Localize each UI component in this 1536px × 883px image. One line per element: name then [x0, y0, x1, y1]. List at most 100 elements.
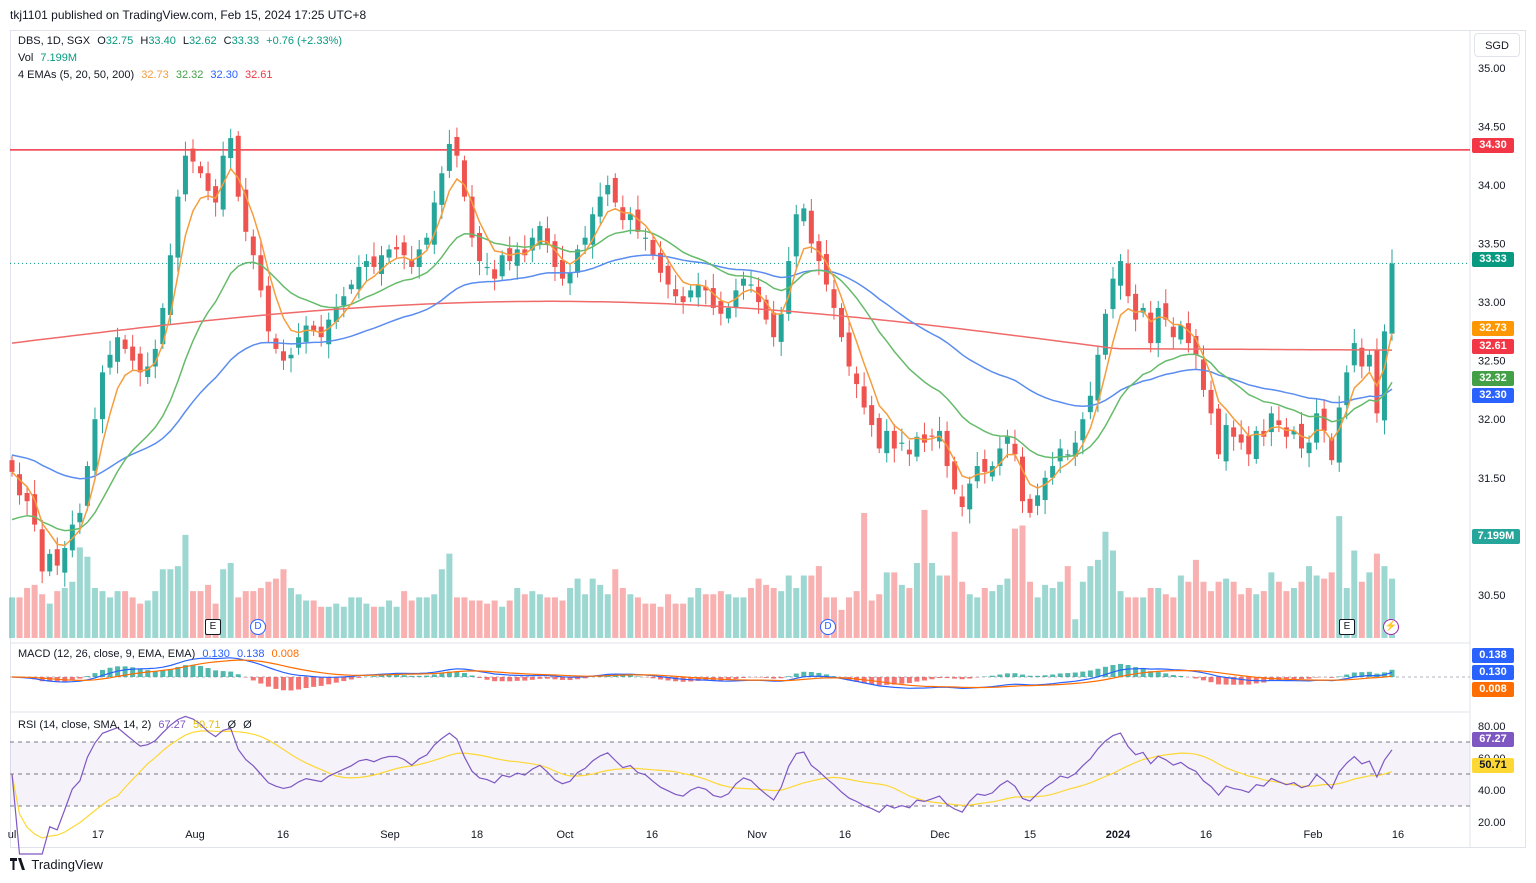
volume-bar	[853, 591, 860, 638]
volume-bar	[582, 594, 589, 638]
candle-body	[47, 553, 53, 572]
currency-button[interactable]: SGD	[1474, 33, 1520, 57]
volume-bar	[250, 591, 257, 638]
macd-histogram-bar	[1050, 674, 1056, 677]
volume-bar	[1358, 581, 1365, 638]
macd-histogram-bar	[1351, 672, 1357, 677]
macd-histogram-bar	[733, 677, 739, 680]
volume-bar	[1223, 578, 1230, 638]
time-axis-label: Nov	[747, 829, 767, 841]
volume-bar	[265, 581, 272, 638]
volume-bar	[823, 597, 830, 638]
candle-body	[499, 255, 505, 277]
volume-bar	[1125, 597, 1132, 638]
candle-body	[740, 278, 746, 286]
candle-body	[379, 255, 385, 274]
rsi-ma-tag: 50.71	[1472, 758, 1514, 773]
volume-bar	[16, 597, 23, 638]
volume-legend[interactable]: Vol 7.199M	[18, 52, 81, 64]
volume-bar	[1117, 591, 1124, 638]
volume-bar	[257, 588, 264, 638]
macd-histogram-bar	[175, 666, 181, 677]
volume-bar	[883, 572, 890, 638]
macd-histogram-bar	[416, 675, 422, 677]
volume-bar	[1185, 581, 1192, 638]
macd-histogram-bar	[303, 677, 309, 689]
candle-body	[326, 319, 332, 345]
volume-bar	[830, 597, 837, 638]
macd-histogram-bar	[740, 677, 746, 678]
volume-bar	[401, 591, 408, 638]
footer-brand: TradingView	[31, 857, 103, 872]
macd-histogram-bar	[1216, 677, 1222, 685]
macd-histogram-bar	[786, 676, 792, 677]
volume-bar	[732, 597, 739, 638]
macd-legend[interactable]: MACD (12, 26, close, 9, EMA, EMA) 0.130 …	[18, 648, 303, 660]
time-axis-label: 16	[277, 829, 289, 841]
candle-body	[1276, 420, 1282, 426]
macd-hist-tag: 0.008	[1472, 682, 1514, 697]
macd-histogram-bar	[386, 675, 392, 677]
rsi-legend[interactable]: RSI (14, close, SMA, 14, 2) 67.27 50.71 …	[18, 719, 256, 731]
dividend-marker[interactable]: D	[820, 619, 836, 635]
candle-body	[831, 289, 837, 308]
candle-body	[876, 418, 882, 449]
rsi-axis-label: 80.00	[1478, 721, 1506, 733]
volume-bar	[431, 594, 438, 638]
candle-body	[1004, 436, 1010, 444]
news-flash-marker[interactable]: ⚡	[1383, 619, 1399, 635]
candle-body	[303, 325, 309, 342]
price-axis-label: 34.50	[1478, 121, 1506, 133]
macd-histogram-bar	[1012, 673, 1018, 677]
volume-tag: 7.199M	[1472, 529, 1520, 544]
time-axis-label: 16	[839, 829, 851, 841]
macd-histogram-bar	[620, 675, 626, 677]
candle-body	[250, 236, 256, 256]
candle-body	[152, 348, 158, 367]
price-axis-label: 33.00	[1478, 297, 1506, 309]
macd-histogram-bar	[1087, 670, 1093, 677]
macd-histogram-bar	[771, 677, 777, 679]
macd-histogram-bar	[1080, 671, 1086, 677]
ema-legend[interactable]: 4 EMAs (5, 20, 50, 200) 32.73 32.32 32.3…	[18, 69, 277, 81]
macd-histogram-bar	[296, 677, 302, 690]
volume-bar	[54, 591, 61, 638]
symbol-legend[interactable]: DBS, 1D, SGX O32.75 H33.40 L32.62 C33.33…	[18, 35, 350, 47]
macd-signal-value: 0.138	[236, 648, 265, 660]
macd-histogram-bar	[1238, 677, 1244, 685]
earnings-marker[interactable]: E	[205, 619, 221, 635]
volume-bar	[1147, 588, 1154, 638]
macd-histogram-bar	[318, 677, 324, 686]
volume-bar	[846, 597, 853, 638]
ema50-value: 32.30	[210, 69, 238, 81]
candle-body	[1065, 454, 1071, 456]
macd-histogram-bar	[959, 677, 965, 680]
macd-histogram-bar	[1004, 673, 1010, 677]
dividend-marker[interactable]: D	[250, 619, 266, 635]
candle-body	[1306, 442, 1312, 454]
volume-bar	[386, 600, 393, 638]
volume-bar	[1042, 584, 1049, 638]
chart-frame	[10, 30, 1526, 848]
candle-body	[1200, 359, 1206, 390]
macd-histogram-bar	[167, 669, 173, 677]
candle-body	[454, 136, 460, 156]
volume-bar	[808, 575, 815, 638]
volume-bar	[913, 563, 920, 638]
volume-bar	[1290, 588, 1297, 638]
earnings-marker[interactable]: E	[1339, 619, 1355, 635]
candle-body	[1238, 434, 1244, 443]
volume-bar	[529, 591, 536, 638]
macd-histogram-bar	[228, 671, 234, 677]
tradingview-footer[interactable]: TradingView	[10, 857, 103, 872]
candle-body	[484, 266, 490, 269]
candle-body	[62, 548, 68, 573]
macd-histogram-bar	[544, 677, 550, 679]
macd-histogram-bar	[77, 677, 83, 679]
volume-bar	[929, 563, 935, 638]
macd-histogram-bar	[265, 677, 271, 687]
volume-bar	[1245, 588, 1252, 638]
macd-histogram-bar	[250, 677, 256, 681]
volume-bar	[868, 600, 875, 638]
